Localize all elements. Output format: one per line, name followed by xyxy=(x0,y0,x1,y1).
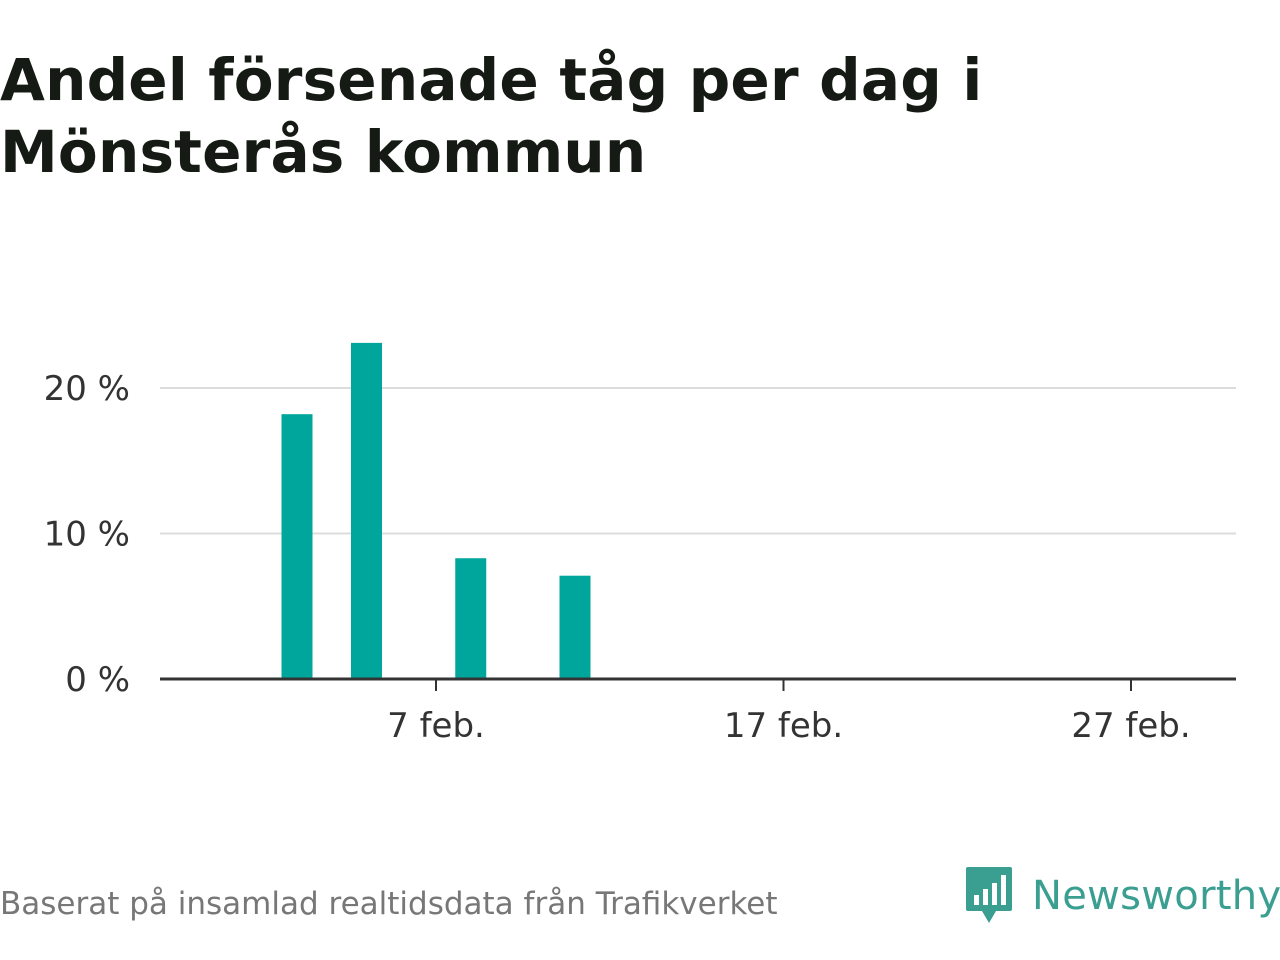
bars-layer xyxy=(281,342,591,679)
bar xyxy=(455,558,487,679)
y-tick-label: 20 % xyxy=(44,369,130,409)
bar xyxy=(559,575,591,679)
bar xyxy=(351,342,382,679)
x-tick-label: 27 feb. xyxy=(1071,706,1190,746)
brand-logo[interactable]: Newsworthy xyxy=(964,864,1280,928)
x-tick-label: 7 feb. xyxy=(387,706,485,746)
x-tick-label: 17 feb. xyxy=(724,706,843,746)
x-axis xyxy=(160,677,1236,691)
y-tick-label: 0 % xyxy=(65,660,130,700)
x-axis-labels: 7 feb. 17 feb. 27 feb. xyxy=(387,706,1191,746)
brand-name: Newsworthy xyxy=(1032,873,1280,919)
grid-layer xyxy=(160,387,1236,535)
bar xyxy=(281,414,313,679)
source-note: Baserat på insamlad realtidsdata från Tr… xyxy=(0,886,778,922)
chart-title: Andel försenade tåg per dag i Mönsterås … xyxy=(0,46,983,186)
y-axis-labels: 0 % 10 % 20 % xyxy=(44,369,130,700)
newsworthy-logo-icon xyxy=(966,867,1012,923)
y-tick-label: 10 % xyxy=(44,515,130,555)
